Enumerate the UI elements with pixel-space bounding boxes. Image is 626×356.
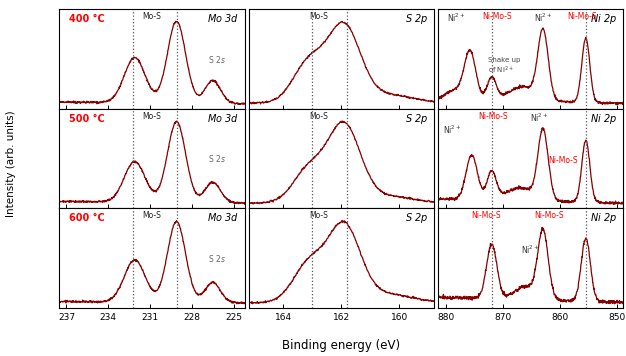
Text: S 2$p$: S 2$p$	[405, 12, 428, 26]
Text: S 2$s$: S 2$s$	[208, 253, 225, 264]
Text: Ni-Mo-S: Ni-Mo-S	[478, 111, 508, 121]
Text: 400 °C: 400 °C	[69, 14, 105, 24]
Text: S 2$s$: S 2$s$	[208, 153, 225, 164]
Text: Mo-S: Mo-S	[143, 111, 162, 121]
Text: Mo-S: Mo-S	[143, 211, 162, 220]
Text: Mo 3$d$: Mo 3$d$	[207, 211, 239, 223]
Text: Ni$^{2+}$: Ni$^{2+}$	[521, 243, 539, 256]
Text: S 2$p$: S 2$p$	[405, 111, 428, 126]
Text: Mo 3$d$: Mo 3$d$	[207, 111, 239, 124]
Text: Intensity (arb. units): Intensity (arb. units)	[6, 110, 16, 217]
Text: 500 °C: 500 °C	[69, 114, 105, 124]
Text: Mo-S: Mo-S	[309, 12, 329, 21]
Text: Mo-S: Mo-S	[309, 211, 329, 220]
Text: Binding energy (eV): Binding energy (eV)	[282, 339, 400, 352]
Text: Mo-S: Mo-S	[143, 12, 162, 21]
Text: Ni$^{2+}$: Ni$^{2+}$	[530, 111, 548, 124]
Text: 600 °C: 600 °C	[69, 213, 105, 223]
Text: Ni-Mo-S: Ni-Mo-S	[534, 211, 563, 220]
Text: Ni$^{2+}$: Ni$^{2+}$	[443, 124, 461, 136]
Text: S 2$p$: S 2$p$	[405, 211, 428, 225]
Text: Shake up
of Ni$^{2+}$: Shake up of Ni$^{2+}$	[488, 57, 520, 76]
Text: Mo-S: Mo-S	[309, 111, 329, 121]
Text: Ni-Mo-S: Ni-Mo-S	[567, 12, 597, 21]
Text: Ni-Mo-S: Ni-Mo-S	[482, 12, 511, 21]
Text: Ni-Mo-S: Ni-Mo-S	[549, 156, 578, 166]
Text: Ni$^{2+}$: Ni$^{2+}$	[447, 12, 465, 24]
Text: Ni 2$p$: Ni 2$p$	[590, 111, 617, 126]
Text: Mo 3$d$: Mo 3$d$	[207, 12, 239, 24]
Text: Ni 2$p$: Ni 2$p$	[590, 211, 617, 225]
Text: Ni 2$p$: Ni 2$p$	[590, 12, 617, 26]
Text: Ni$^{2+}$: Ni$^{2+}$	[534, 12, 552, 24]
Text: S 2$s$: S 2$s$	[208, 54, 225, 65]
Text: Ni-Mo-S: Ni-Mo-S	[471, 211, 501, 220]
